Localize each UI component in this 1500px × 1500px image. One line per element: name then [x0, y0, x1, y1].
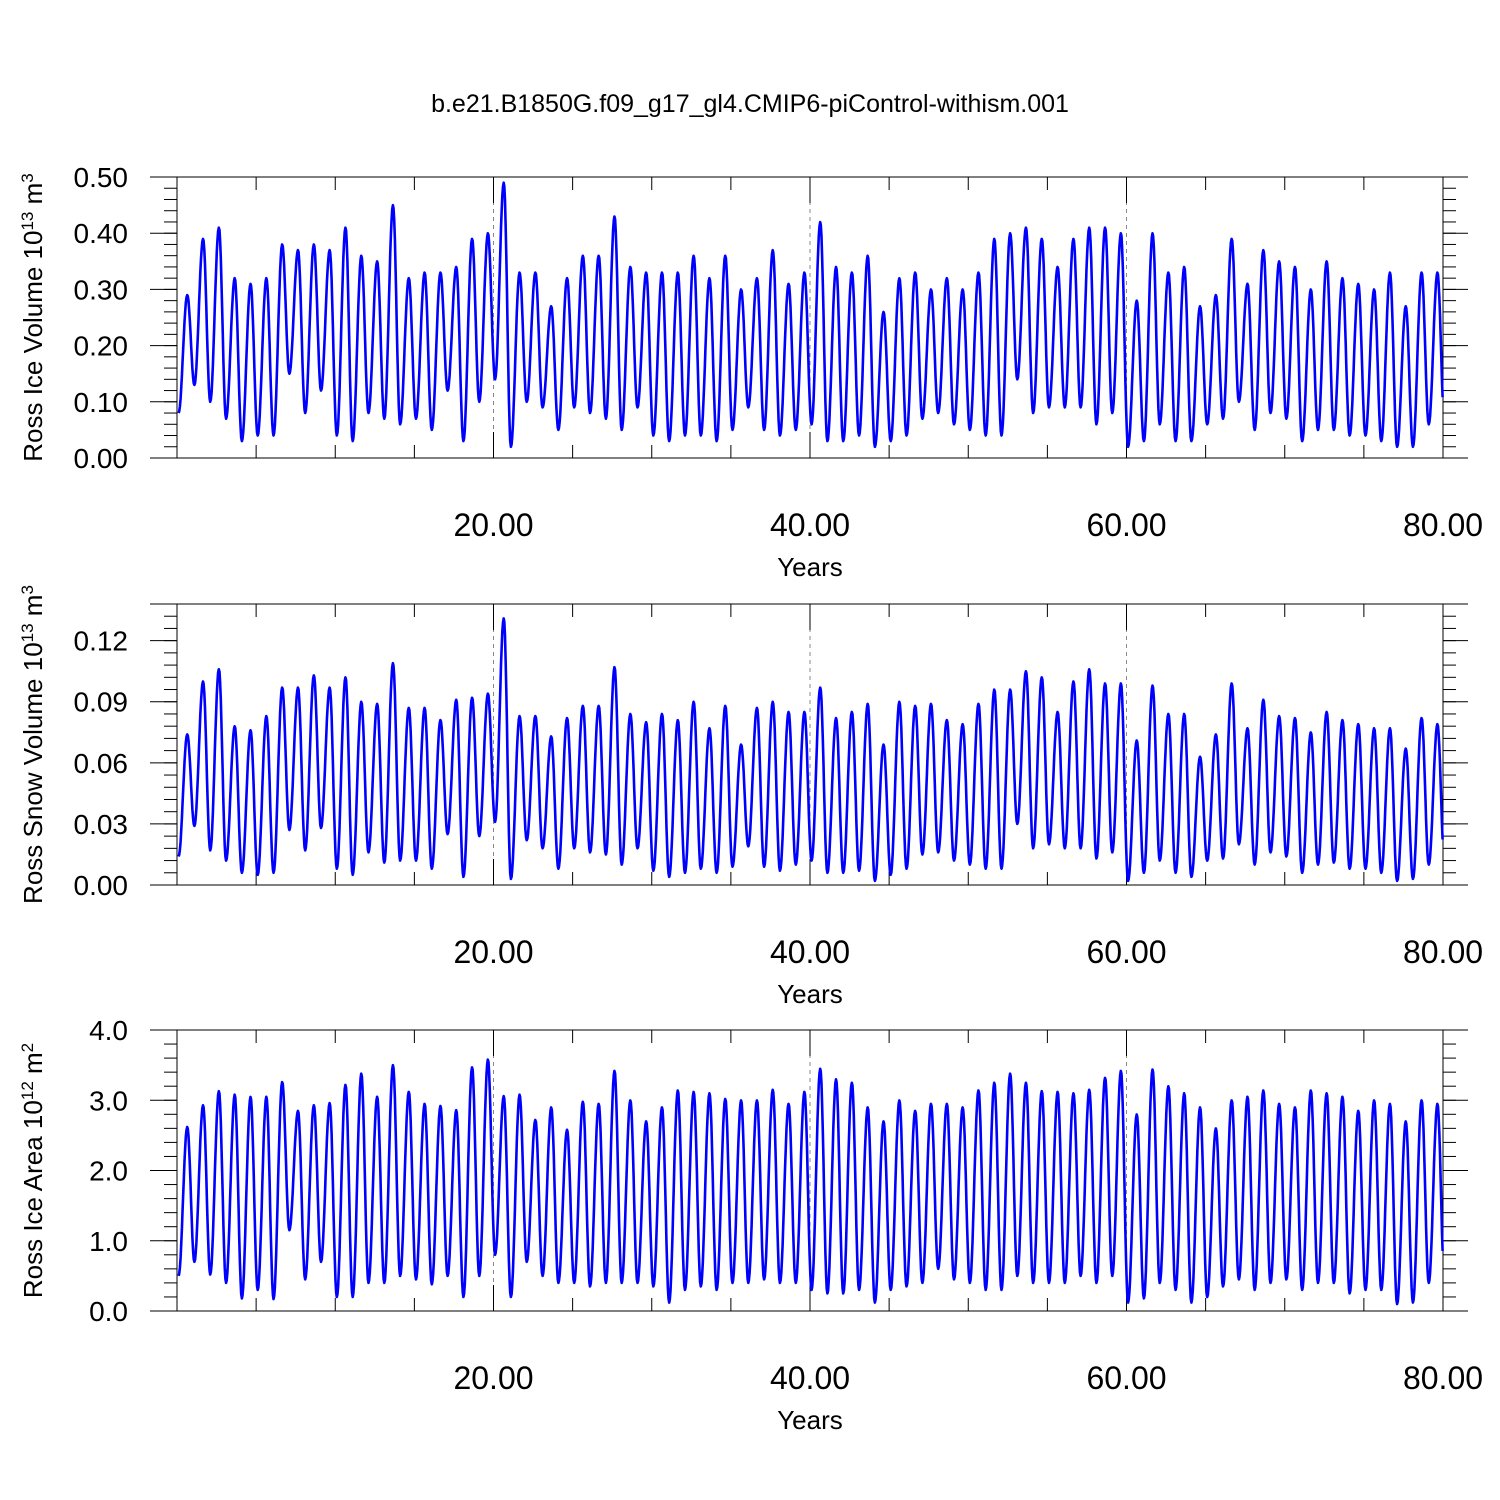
- y-axis-label-superscript: 12: [18, 1081, 37, 1100]
- y-tick-label: 0.03: [74, 809, 129, 840]
- x-tick-label: 60.00: [1086, 1360, 1166, 1396]
- x-axis-label: Years: [777, 552, 843, 582]
- y-axis-label-text: m: [18, 183, 48, 212]
- y-axis-label-superscript: 3: [18, 585, 37, 594]
- y-tick-label: 0.10: [74, 387, 129, 418]
- y-tick-label: 0.40: [74, 218, 129, 249]
- x-tick-label: 80.00: [1403, 507, 1483, 543]
- x-axis-label: Years: [777, 1405, 843, 1435]
- x-tick-label: 20.00: [453, 1360, 533, 1396]
- y-tick-label: 2.0: [89, 1156, 128, 1187]
- series-line-1: [177, 1058, 1444, 1306]
- y-tick-label: 0.09: [74, 687, 129, 718]
- y-axis-label-text: Ross Ice Area 10: [18, 1100, 48, 1298]
- x-tick-label: 60.00: [1086, 934, 1166, 970]
- y-axis-label-superscript: 13: [18, 623, 37, 642]
- y-tick-label: 0.12: [74, 626, 129, 657]
- y-axis-label: Ross Ice Area 1012 m2: [18, 1043, 49, 1298]
- y-tick-label: 0.50: [74, 162, 129, 193]
- y-axis-label-superscript: 13: [18, 212, 37, 231]
- y-tick-label: 0.0: [89, 1296, 128, 1327]
- x-tick-label: 40.00: [770, 1360, 850, 1396]
- y-tick-label: 4.0: [89, 1015, 128, 1046]
- x-tick-label: 60.00: [1086, 507, 1166, 543]
- chart-panel-1: 0.00 0.10 0.20 0.30 0.40 0.50 20.00 40.00 60.00 8…: [18, 162, 1484, 582]
- x-tick-label: 40.00: [770, 934, 850, 970]
- figure-title: b.e21.B1850G.f09_g17_gl4.CMIP6-piControl…: [431, 90, 1069, 118]
- y-tick-label: 0.00: [74, 870, 129, 901]
- y-tick-label: 1.0: [89, 1226, 128, 1257]
- x-axis-label: Years: [777, 979, 843, 1009]
- y-axis-label-text: Ross Ice Volume 10: [18, 231, 48, 462]
- y-tick-label: 0.00: [74, 443, 129, 474]
- x-tick-label: 20.00: [453, 934, 533, 970]
- y-axis-label: Ross Snow Volume 1013 m3: [18, 585, 49, 904]
- y-axis-label-text: m: [18, 595, 48, 624]
- y-tick-label: 0.06: [74, 748, 129, 779]
- y-axis-label-superscript: 2: [18, 1043, 37, 1052]
- chart-panel-3: 0.0 1.0 2.0 3.0 4.0 20.00 40.00 60.00 80.00 Years…: [18, 1015, 1484, 1435]
- chart-panel-2: 0.00 0.03 0.06 0.09 0.12 20.00 40.00 60.00 80.00…: [18, 585, 1484, 1009]
- series-line-1: [177, 617, 1444, 883]
- x-tick-label: 20.00: [453, 507, 533, 543]
- series-line-1: [177, 181, 1444, 449]
- x-tick-label: 80.00: [1403, 1360, 1483, 1396]
- x-tick-label: 40.00: [770, 507, 850, 543]
- y-tick-label: 3.0: [89, 1085, 128, 1116]
- y-axis-label-superscript: 3: [18, 173, 37, 182]
- y-tick-label: 0.20: [74, 331, 129, 362]
- y-axis-label-text: Ross Snow Volume 10: [18, 642, 48, 904]
- y-tick-label: 0.30: [74, 274, 129, 305]
- x-tick-label: 80.00: [1403, 934, 1483, 970]
- y-axis-label: Ross Ice Volume 1013 m3: [18, 173, 49, 462]
- y-axis-label-text: m: [18, 1052, 48, 1081]
